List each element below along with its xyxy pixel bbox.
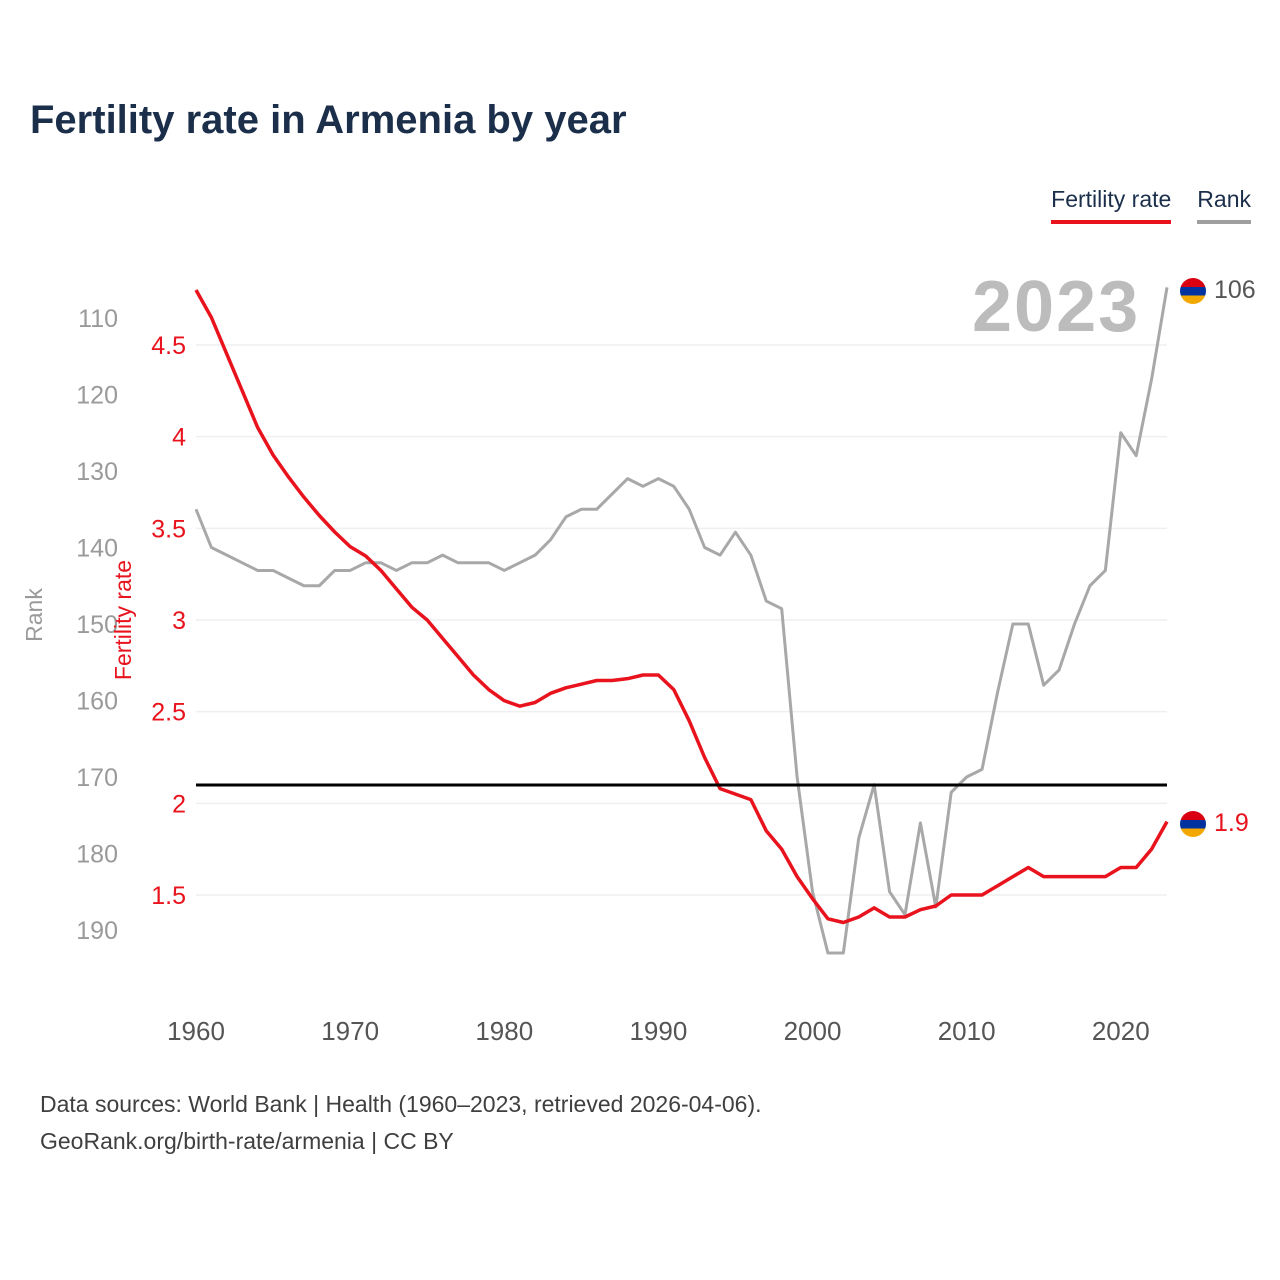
x-tick-label: 2000 xyxy=(784,1016,842,1046)
rank-end-value: 106 xyxy=(1214,276,1256,304)
rank-axis-title: Rank xyxy=(21,588,47,642)
fertility-tick-label: 4.5 xyxy=(151,332,186,360)
x-tick-label: 2010 xyxy=(938,1016,996,1046)
fertility-tick-label: 3 xyxy=(172,607,186,635)
footer-link-line: GeoRank.org/birth-rate/armenia | CC BY xyxy=(40,1127,454,1154)
rank-tick-label: 180 xyxy=(76,841,118,869)
big-year-label: 2023 xyxy=(972,267,1141,347)
rank-tick-label: 150 xyxy=(76,611,118,639)
fertility-tick-label: 3.5 xyxy=(151,515,186,543)
fertility-tick-label: 4 xyxy=(172,424,186,452)
legend-rank-tab[interactable]: Rank xyxy=(1197,186,1251,224)
fertility-end-value: 1.9 xyxy=(1214,809,1249,837)
page-title: Fertility rate in Armenia by year xyxy=(30,98,627,142)
x-tick-label: 1980 xyxy=(475,1016,533,1046)
rank-tick-label: 170 xyxy=(76,764,118,792)
legend: Fertility rate Rank xyxy=(1051,186,1251,224)
rank-tick-label: 140 xyxy=(76,535,118,563)
fertility-tick-label: 1.5 xyxy=(151,882,186,910)
x-tick-label: 1990 xyxy=(629,1016,687,1046)
rank-tick-label: 160 xyxy=(76,688,118,716)
fertility-axis-title: Fertility rate xyxy=(110,560,136,680)
fertility-line xyxy=(194,289,1169,925)
x-tick-label: 1960 xyxy=(167,1016,225,1046)
armenia-flag-icon xyxy=(1180,277,1206,304)
rank-tick-label: 190 xyxy=(76,917,118,945)
footer: Data sources: World Bank | Health (1960–… xyxy=(40,1086,762,1160)
fertility-tick-label: 2 xyxy=(172,790,186,818)
legend-fertility-tab[interactable]: Fertility rate xyxy=(1051,186,1172,224)
x-tick-label: 2020 xyxy=(1092,1016,1150,1046)
footer-source-line: Data sources: World Bank | Health (1960–… xyxy=(40,1091,762,1117)
rank-line xyxy=(194,287,1169,955)
armenia-flag-icon xyxy=(1180,810,1206,837)
fertility-tick-label: 2.5 xyxy=(151,699,186,727)
rank-tick-label: 120 xyxy=(76,382,118,410)
fertility-end-label: 1.9 xyxy=(1180,809,1249,838)
rank-tick-label: 130 xyxy=(76,458,118,486)
rank-end-label: 106 xyxy=(1180,276,1256,305)
x-tick-label: 1970 xyxy=(321,1016,379,1046)
rank-tick-label: 110 xyxy=(78,305,118,333)
